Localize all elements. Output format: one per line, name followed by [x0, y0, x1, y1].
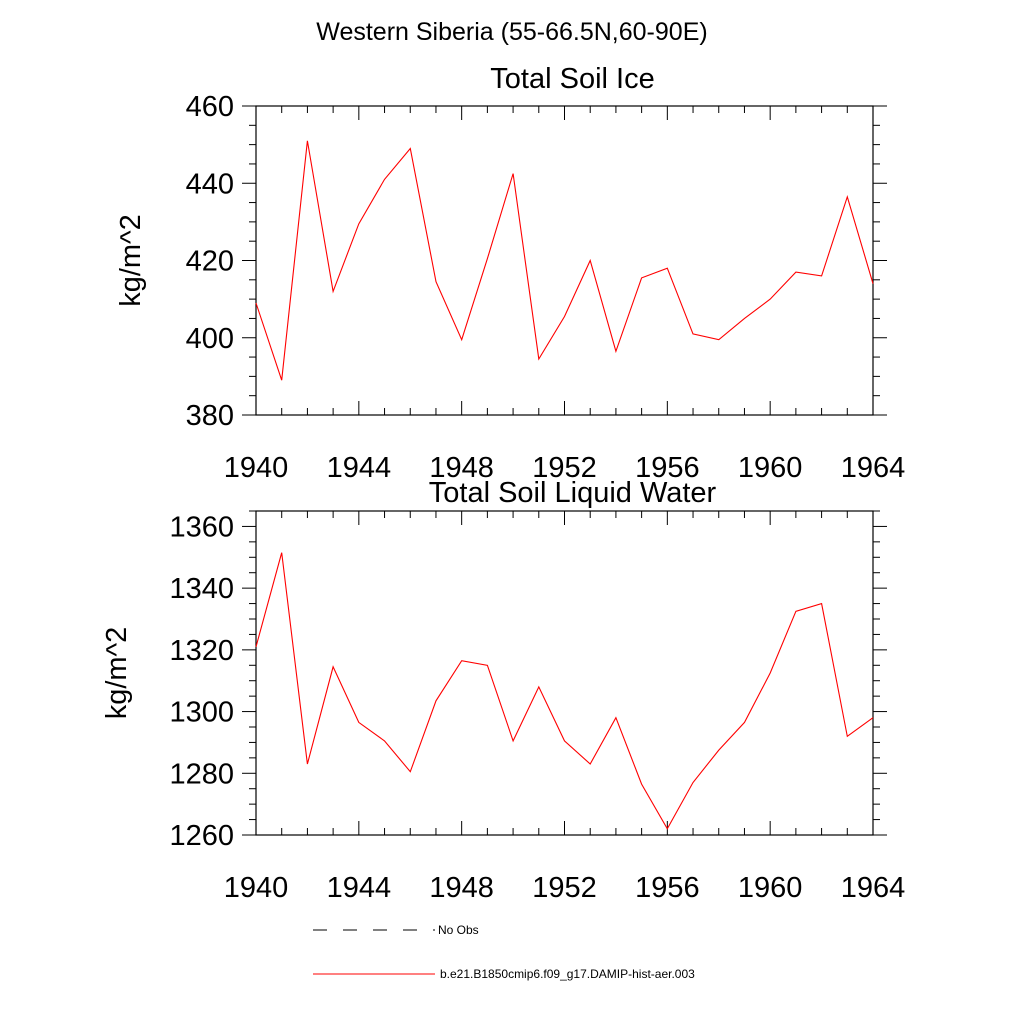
- x-tick-label: 1948: [429, 452, 494, 484]
- series-line: [255, 140, 874, 381]
- y-tick-label: 1340: [169, 573, 234, 605]
- x-tick-label: 1956: [635, 452, 700, 484]
- legend: No Obs b.e21.B1850cmip6.f09_g17.DAMIP-his…: [313, 923, 695, 981]
- panel-title: Total Soil Ice: [490, 63, 654, 95]
- x-tick-label: 1956: [635, 872, 700, 904]
- panel-ice: 1940 1944 1948 1952 1956 1960 1964 380 400 420 440…: [115, 63, 905, 484]
- y-tick-label: 1300: [169, 697, 234, 729]
- y-tick-label: 420: [186, 246, 234, 278]
- y-tick-label: 380: [186, 400, 234, 432]
- x-tick-label: 1944: [327, 872, 392, 904]
- x-tick-label: 1960: [738, 452, 803, 484]
- x-tick-label: 1952: [532, 872, 597, 904]
- panel-title: Total Soil Liquid Water: [429, 477, 717, 509]
- series-line: [255, 552, 874, 830]
- y-tick-label: 400: [186, 323, 234, 355]
- x-tick-label: 1964: [841, 452, 906, 484]
- legend-label: No Obs: [438, 923, 479, 937]
- x-tick-label: 1940: [224, 872, 289, 904]
- y-tick-label: 1360: [169, 511, 234, 543]
- figure-title: Western Siberia (55-66.5N,60-90E): [316, 18, 708, 46]
- x-tick-label: 1944: [327, 452, 392, 484]
- x-tick-label: 1940: [224, 452, 289, 484]
- x-tick-label: 1960: [738, 872, 803, 904]
- y-tick-label: 460: [186, 91, 234, 123]
- y-tick-label: 1260: [169, 820, 234, 852]
- legend-label: b.e21.B1850cmip6.f09_g17.DAMIP-hist-aer.…: [440, 967, 695, 981]
- y-axis-label: kg/m^2: [101, 627, 133, 720]
- plot-frame: [255, 105, 874, 416]
- y-tick-label: 1320: [169, 635, 234, 667]
- y-axis-label: kg/m^2: [115, 214, 147, 307]
- x-tick-label: 1964: [841, 872, 906, 904]
- x-tick-label: 1948: [429, 872, 494, 904]
- x-tick-label: 1952: [532, 452, 597, 484]
- y-tick-label: 440: [186, 168, 234, 200]
- y-tick-label: 1280: [169, 758, 234, 790]
- panel-liquid: 1940 1944 1948 1952 1956 1960 1964 1260 1280 1300…: [101, 477, 905, 904]
- plot-frame: [255, 510, 874, 836]
